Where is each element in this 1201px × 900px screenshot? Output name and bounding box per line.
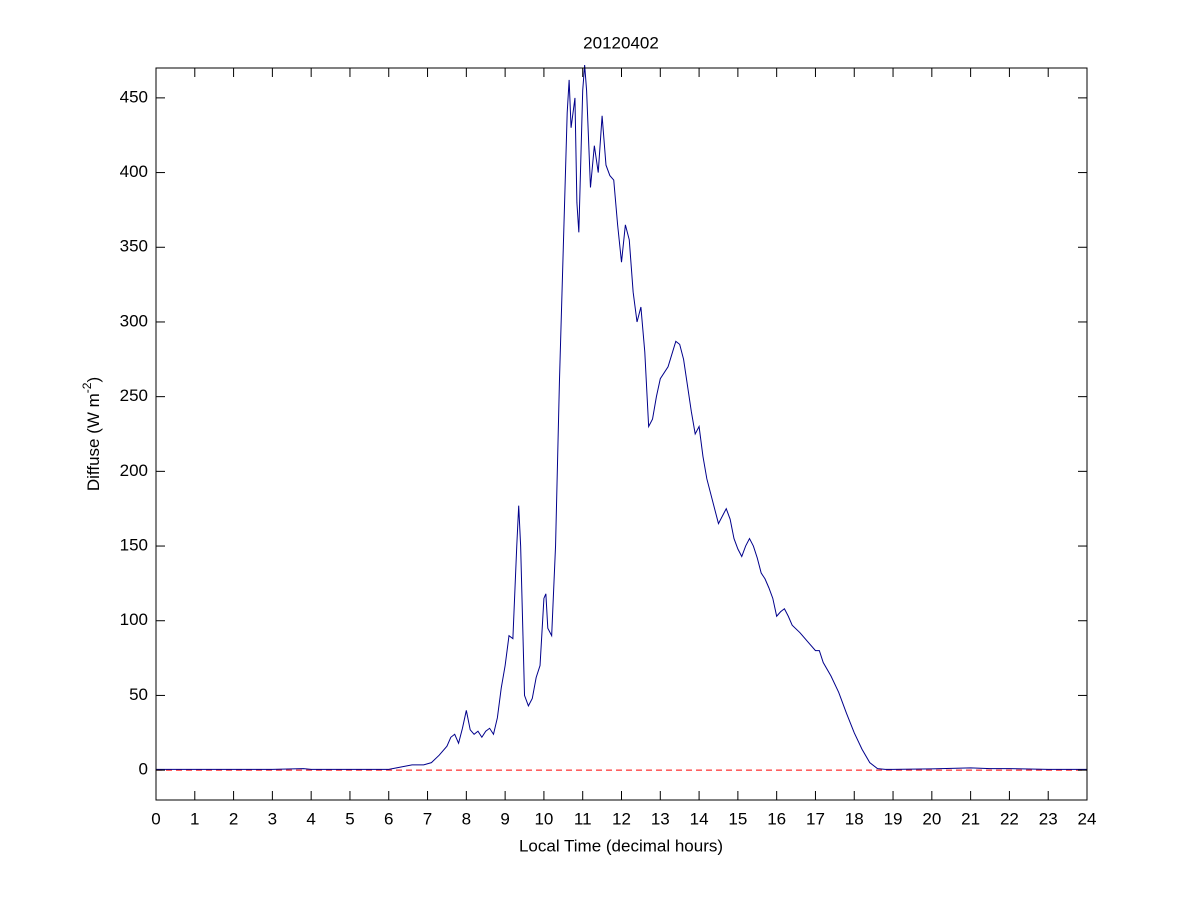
- y-axis-label-sup: -2: [80, 382, 94, 393]
- x-tick-label: 12: [612, 809, 631, 828]
- y-tick-label: 0: [139, 760, 148, 779]
- x-tick-label: 17: [806, 809, 825, 828]
- y-tick-label: 150: [120, 536, 148, 555]
- y-tick-label: 200: [120, 461, 148, 480]
- x-tick-label: 1: [190, 809, 199, 828]
- x-tick-label: 6: [384, 809, 393, 828]
- x-tick-label: 15: [728, 809, 747, 828]
- y-tick-label: 250: [120, 386, 148, 405]
- x-tick-label: 8: [462, 809, 471, 828]
- x-tick-label: 24: [1078, 809, 1097, 828]
- x-tick-label: 11: [574, 809, 592, 828]
- x-tick-label: 19: [884, 809, 903, 828]
- x-tick-label: 21: [961, 809, 980, 828]
- x-tick-label: 2: [229, 809, 238, 828]
- x-tick-label: 5: [345, 809, 354, 828]
- x-tick-label: 7: [423, 809, 432, 828]
- y-tick-label: 300: [120, 311, 148, 330]
- x-tick-label: 20: [922, 809, 941, 828]
- y-tick-label: 350: [120, 237, 148, 256]
- x-tick-label: 18: [845, 809, 864, 828]
- y-tick-label: 400: [120, 162, 148, 181]
- chart-title: 20120402: [583, 33, 659, 52]
- x-tick-label: 13: [651, 809, 670, 828]
- data-line: [156, 64, 1087, 770]
- y-axis-label-end: ): [84, 377, 103, 383]
- x-tick-label: 23: [1039, 809, 1058, 828]
- x-axis-label: Local Time (decimal hours): [519, 836, 723, 855]
- x-tick-label: 3: [268, 809, 277, 828]
- y-tick-label: 100: [120, 610, 148, 629]
- x-tick-label: 16: [767, 809, 786, 828]
- y-tick-label: 50: [129, 685, 148, 704]
- y-axis-label: Diffuse (W m-2): [80, 377, 103, 491]
- x-tick-label: 9: [500, 809, 509, 828]
- x-tick-label: 10: [534, 809, 553, 828]
- y-tick-label: 450: [120, 87, 148, 106]
- y-axis-label-text: Diffuse (W m: [84, 393, 103, 491]
- x-tick-label: 14: [690, 809, 709, 828]
- x-tick-label: 22: [1000, 809, 1019, 828]
- x-tick-label: 4: [306, 809, 315, 828]
- x-tick-label: 0: [151, 809, 160, 828]
